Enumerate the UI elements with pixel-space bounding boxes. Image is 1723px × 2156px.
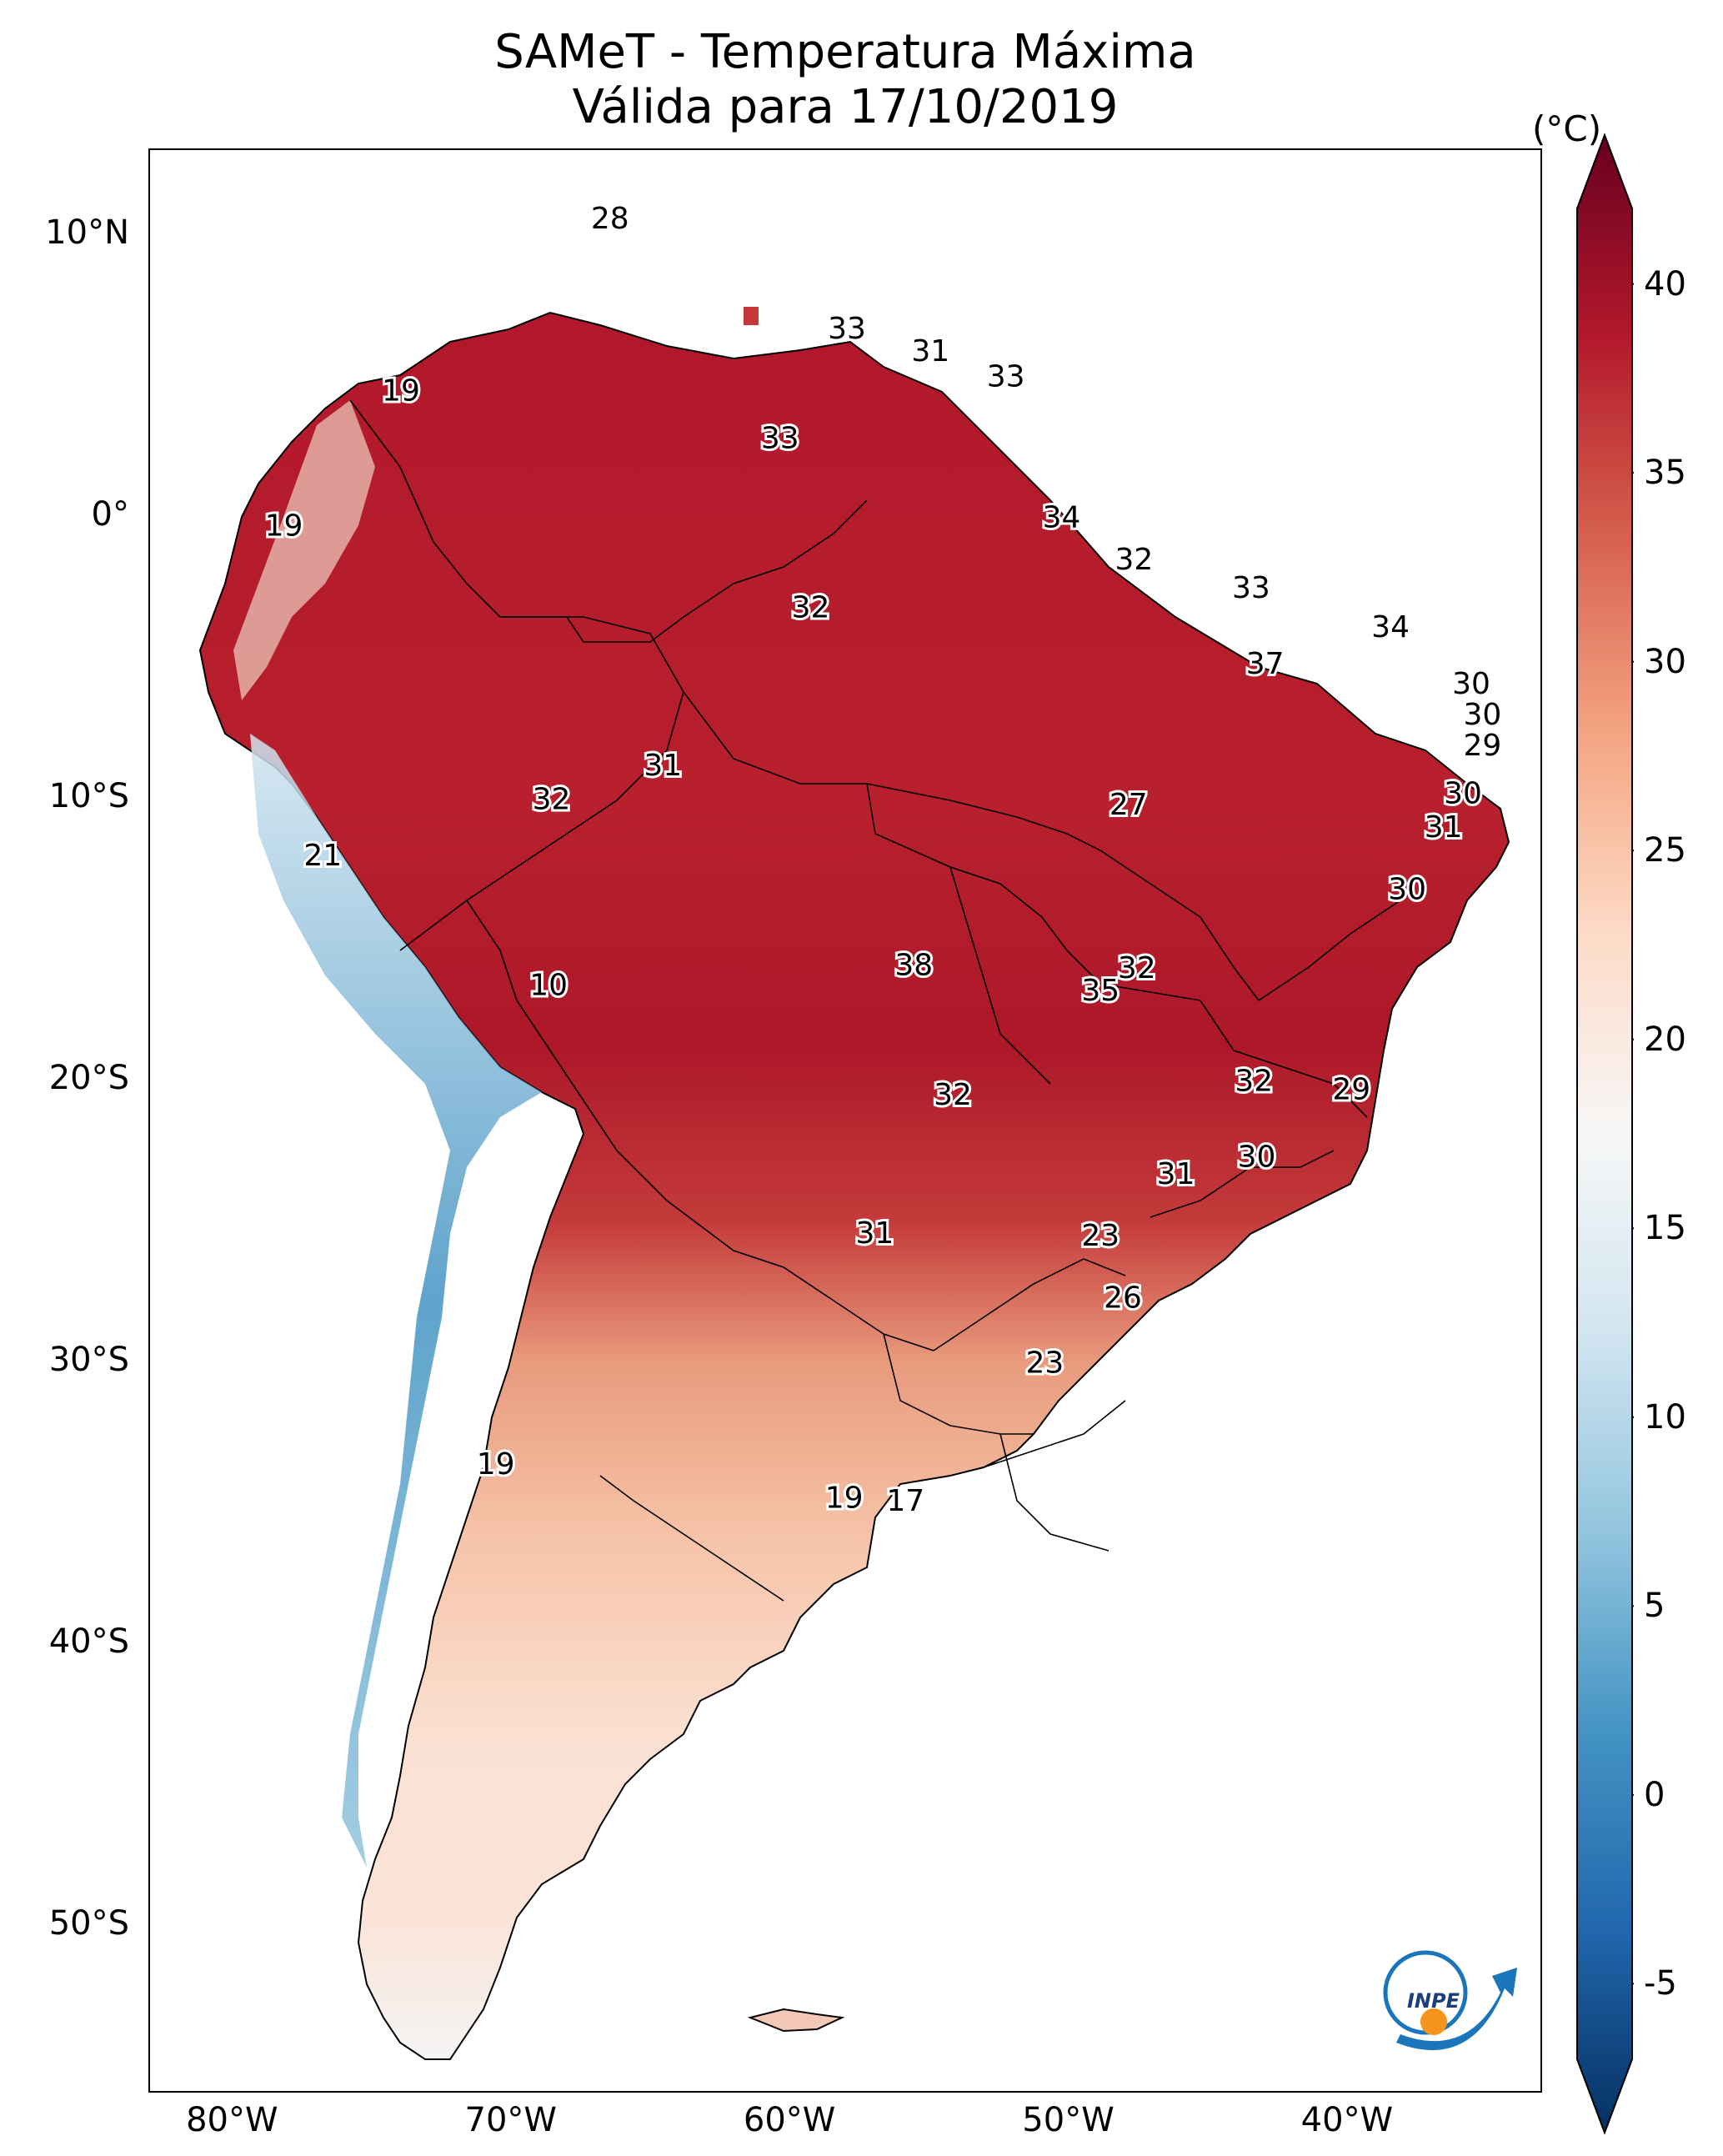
temperature-point-label: 19	[825, 1482, 864, 1516]
temperature-point-label: 30	[1452, 667, 1490, 701]
temperature-point-label: 23	[1026, 1346, 1064, 1380]
temperature-point-label: 30	[1444, 777, 1482, 811]
temperature-point-label: 38	[894, 949, 933, 983]
temperature-point-label: 26	[1104, 1281, 1142, 1316]
map-title-line1: SAMeT - Temperatura Máxima	[494, 25, 1196, 79]
colorbar-tick-label: 40	[1644, 264, 1686, 303]
falkland-islands	[747, 2008, 845, 2033]
temperature-point-label: 32	[1115, 543, 1154, 577]
colorbar-tick-label: 35	[1644, 454, 1686, 493]
lon-tick-label: 40°W	[1300, 2101, 1394, 2139]
colorbar-tick-label: 5	[1644, 1587, 1665, 1626]
colorbar	[1576, 133, 1634, 2134]
north-andes-cool	[233, 400, 375, 700]
temperature-point-label: 19	[265, 509, 303, 544]
lon-tick-label: 70°W	[464, 2101, 557, 2139]
temperature-point-label: 31	[1425, 810, 1463, 845]
temperature-point-label: 33	[987, 359, 1025, 394]
temperature-point-label: 32	[934, 1078, 972, 1112]
temperature-point-label: 31	[911, 334, 949, 369]
inpe-logo: INPE	[1383, 1950, 1517, 2051]
lon-tick-label: 60°W	[743, 2101, 836, 2139]
lat-tick-label: 10°N	[45, 213, 129, 253]
lon-tick-label: 50°W	[1022, 2101, 1114, 2139]
temperature-point-label: 33	[828, 312, 866, 346]
lat-tick-label: 20°S	[48, 1059, 129, 1098]
temperature-point-label: 21	[303, 839, 342, 873]
temperature-point-label: 28	[591, 202, 629, 236]
temperature-point-label: 31	[856, 1216, 894, 1251]
temperature-point-label: 29	[1464, 729, 1502, 763]
temperature-point-label: 35	[1081, 974, 1119, 1008]
continent-land	[198, 311, 1510, 2060]
temperature-point-label: 31	[1157, 1157, 1195, 1191]
temperature-point-label: 34	[1371, 610, 1410, 644]
temperature-point-label: 30	[1238, 1141, 1276, 1175]
temperature-point-label: 34	[1043, 500, 1081, 534]
temperature-point-label: 32	[1235, 1064, 1273, 1098]
temperature-point-label: 19	[477, 1447, 515, 1482]
temperature-point-label: 37	[1246, 647, 1285, 681]
temperature-point-label: 10	[529, 968, 568, 1002]
lat-tick-label: 30°S	[48, 1341, 129, 1380]
colorbar-unit: (°C)	[1532, 108, 1602, 149]
colorbar-tick-label: 15	[1644, 1209, 1686, 1248]
colorbar-tick-label: 10	[1644, 1397, 1686, 1436]
temperature-point-label: 17	[886, 1484, 924, 1518]
lon-tick-label: 80°W	[186, 2101, 278, 2139]
colorbar-tick-label: 30	[1644, 642, 1686, 681]
temperature-point-label: 30	[1464, 698, 1502, 732]
temperature-point-label: 27	[1109, 788, 1148, 822]
lat-tick-label: 10°S	[48, 777, 129, 816]
andes-cold-band	[250, 734, 542, 1868]
lat-tick-label: 50°S	[48, 1904, 129, 1943]
temperature-point-label: 33	[761, 422, 799, 456]
temperature-point-label: 32	[533, 782, 571, 816]
inpe-logo-text: INPE	[1407, 1989, 1460, 2013]
colorbar-tick-label: 20	[1644, 1020, 1686, 1059]
temperature-point-label: 33	[1232, 571, 1270, 605]
temperature-point-label: 32	[1118, 951, 1156, 985]
colorbar-tick-label: -5	[1644, 1964, 1677, 2003]
colorbar-tick-label: 0	[1644, 1775, 1665, 1814]
temperature-point-label: 32	[792, 591, 830, 625]
temperature-point-label: 31	[644, 749, 682, 783]
lat-tick-label: 0°	[91, 495, 129, 534]
lat-tick-label: 40°S	[48, 1622, 129, 1662]
temperature-point-label: 30	[1388, 872, 1426, 906]
country-borders	[349, 399, 1401, 1602]
temperature-point-label: 29	[1332, 1072, 1370, 1106]
colorbar-tick-label: 25	[1644, 831, 1686, 870]
map-title-line2: Válida para 17/10/2019	[572, 80, 1119, 134]
trinidad-island	[744, 307, 759, 325]
temperature-point-label: 23	[1081, 1219, 1119, 1253]
map-panel[interactable]: 28 19 19 33 31 33 33 34 32 33 32 34 37 30 30 29 31 32 27 30…	[148, 148, 1542, 2093]
temperature-point-label: 19	[382, 374, 420, 408]
